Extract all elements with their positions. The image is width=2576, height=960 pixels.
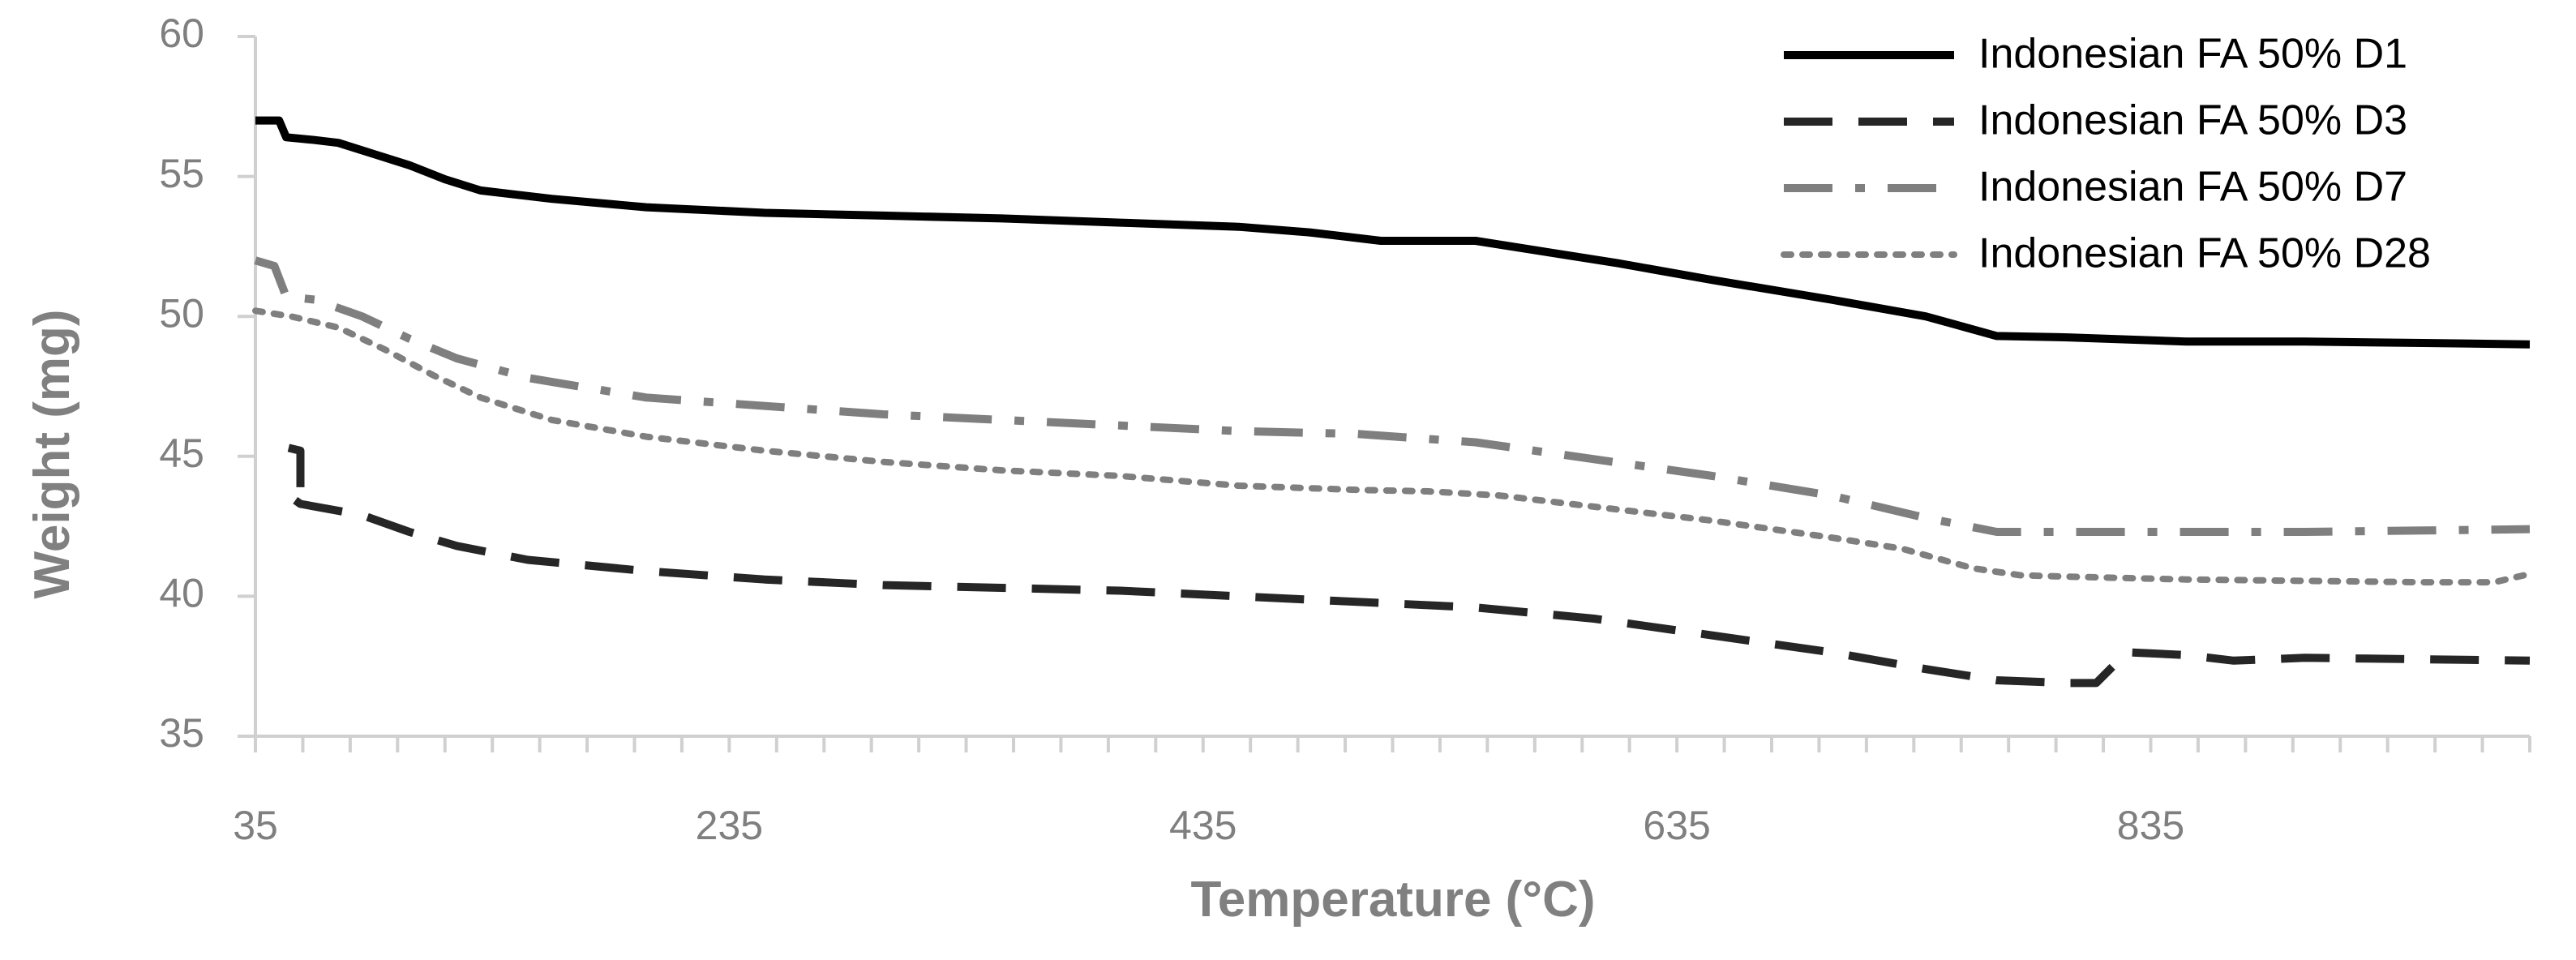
legend-label-1: Indonesian FA 50% D1 (1978, 31, 2407, 78)
series-line-1 (255, 116, 2531, 349)
y-tick-label: 55 (159, 151, 204, 196)
x-tick-label: 635 (1643, 803, 1710, 848)
legend-label-3: Indonesian FA 50% D7 (1978, 164, 2407, 211)
x-tick-label: 835 (2117, 803, 2184, 848)
y-tick-label: 60 (159, 11, 204, 56)
x-axis-title: Temperature (°C) (1190, 872, 1595, 928)
axes (238, 35, 2531, 752)
legend: Indonesian FA 50% D1 Indonesian FA 50% D3… (1781, 31, 2431, 277)
series-lines (252, 116, 2533, 688)
y-tick-label: 35 (159, 710, 204, 756)
x-tick-label: 235 (696, 803, 763, 848)
y-tick-labels: 35 40 45 50 55 60 (159, 11, 204, 756)
x-tick-label: 435 (1169, 803, 1237, 848)
y-tick-label: 40 (159, 571, 204, 616)
series-line-2 (284, 444, 2531, 688)
y-axis-title: Weight (mg) (24, 309, 80, 598)
x-tick-label: 35 (233, 803, 278, 848)
y-tick-label: 50 (159, 290, 204, 336)
legend-label-2: Indonesian FA 50% D3 (1978, 97, 2407, 144)
series-line-3 (254, 256, 2531, 536)
legend-label-4: Indonesian FA 50% D28 (1978, 230, 2431, 277)
y-tick-label: 45 (159, 431, 204, 476)
x-tick-labels: 35 235 435 635 835 (233, 803, 2184, 848)
series-line-4 (252, 307, 2533, 586)
